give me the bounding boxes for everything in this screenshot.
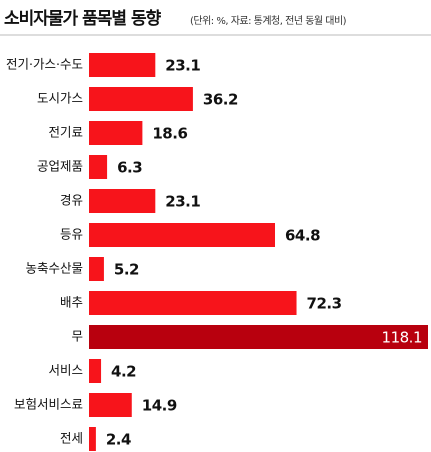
value-label: 14.9 <box>142 397 177 415</box>
bar <box>89 223 276 247</box>
value-label: 4.2 <box>111 363 136 381</box>
bar <box>89 325 428 349</box>
value-label: 72.3 <box>307 295 342 313</box>
bar <box>89 53 156 77</box>
bar <box>89 427 96 451</box>
bar <box>89 291 297 315</box>
bar <box>89 155 108 179</box>
category-label: 도시가스 <box>37 91 83 106</box>
bar <box>89 121 143 145</box>
bar <box>89 87 193 111</box>
value-label: 2.4 <box>106 431 131 449</box>
category-label: 전기료 <box>48 125 83 140</box>
category-label: 배추 <box>60 295 83 310</box>
category-label: 무 <box>71 329 83 344</box>
value-label: 36.2 <box>203 91 238 109</box>
category-label: 경유 <box>60 193 83 208</box>
value-label: 23.1 <box>165 57 200 75</box>
category-label: 전세 <box>60 431 83 446</box>
category-label: 등유 <box>60 227 83 242</box>
bar <box>89 359 102 383</box>
category-label: 전기·가스·수도 <box>6 57 83 72</box>
bar <box>89 393 132 417</box>
value-label: 118.1 <box>382 329 422 347</box>
value-label: 5.2 <box>114 261 139 279</box>
chart-subtitle: (단위: %, 자료: 통계청, 전년 동월 대비) <box>190 14 347 27</box>
bar <box>89 257 104 281</box>
category-label: 보험서비스료 <box>14 397 83 412</box>
category-label: 농축수산물 <box>25 261 83 276</box>
value-label: 6.3 <box>117 159 142 177</box>
value-label: 23.1 <box>165 193 200 211</box>
bar <box>89 189 156 213</box>
category-label: 서비스 <box>48 363 83 378</box>
category-label: 공업제품 <box>37 159 83 174</box>
value-label: 18.6 <box>152 125 187 143</box>
value-label: 64.8 <box>285 227 320 245</box>
chart-title: 소비자물가 품목별 동향 <box>4 8 162 29</box>
